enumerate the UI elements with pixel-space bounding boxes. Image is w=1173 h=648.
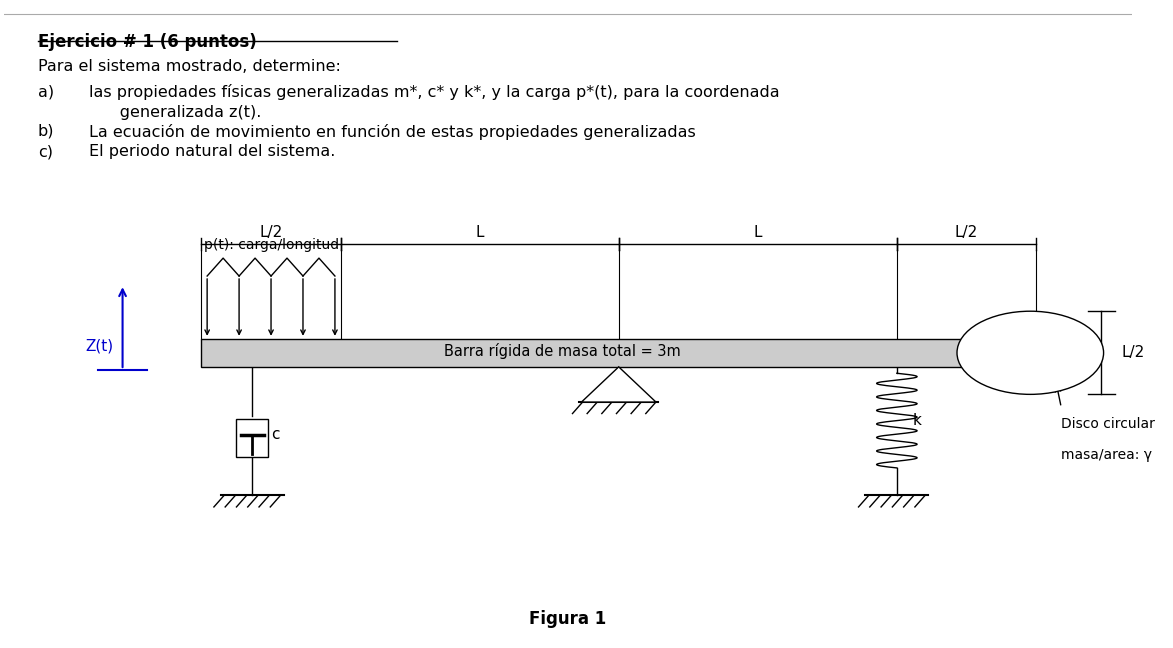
Text: L/2: L/2: [955, 226, 978, 240]
Polygon shape: [582, 367, 656, 402]
Text: Para el sistema mostrado, determine:: Para el sistema mostrado, determine:: [38, 58, 341, 73]
Bar: [202, 339, 1036, 367]
Text: L: L: [753, 226, 762, 240]
Text: Z(t): Z(t): [86, 339, 114, 354]
Text: Ejercicio # 1 (6 puntos): Ejercicio # 1 (6 puntos): [38, 33, 257, 51]
Text: c): c): [38, 145, 53, 159]
Text: La ecuación de movimiento en función de estas propiedades generalizadas: La ecuación de movimiento en función de …: [89, 124, 696, 140]
Text: L/2: L/2: [259, 226, 283, 240]
Text: El periodo natural del sistema.: El periodo natural del sistema.: [89, 145, 335, 159]
Text: L: L: [475, 226, 484, 240]
Text: c: c: [271, 428, 280, 443]
Circle shape: [957, 311, 1104, 395]
Text: b): b): [38, 124, 54, 139]
Text: masa/area: γ: masa/area: γ: [1062, 448, 1152, 462]
Text: p(t): carga/longitud: p(t): carga/longitud: [204, 238, 339, 251]
Text: Disco circular: Disco circular: [1062, 417, 1155, 431]
Text: Barra rígida de masa total = 3m: Barra rígida de masa total = 3m: [443, 343, 680, 359]
Bar: [237, 419, 267, 457]
Text: generalizada z(t).: generalizada z(t).: [89, 104, 262, 120]
Text: las propiedades físicas generalizadas m*, c* y k*, y la carga p*(t), para la coo: las propiedades físicas generalizadas m*…: [89, 84, 779, 100]
Text: L/2: L/2: [1121, 345, 1145, 360]
Text: k: k: [913, 413, 922, 428]
Text: a): a): [38, 84, 54, 99]
Text: Figura 1: Figura 1: [529, 610, 606, 628]
